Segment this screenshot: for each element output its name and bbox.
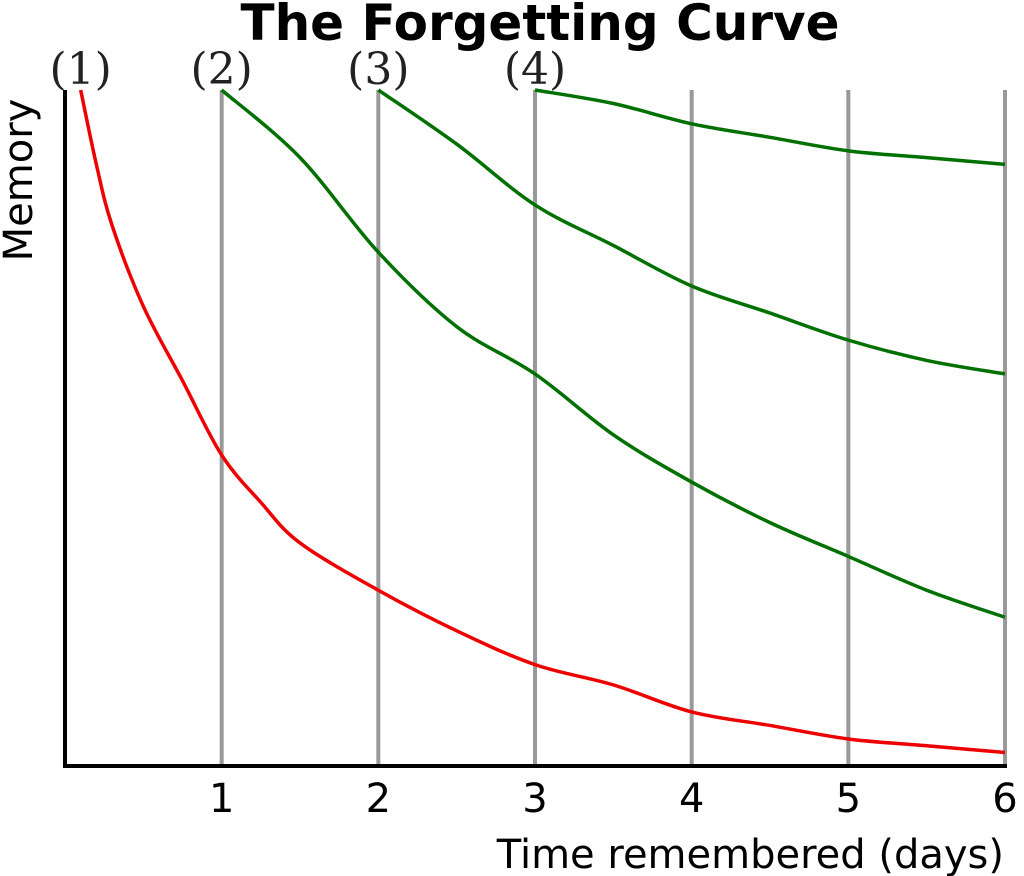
- x-tick-label-2: 2: [366, 776, 391, 822]
- review-marker-2: (2): [191, 44, 253, 95]
- review-marker-3: (3): [347, 44, 409, 95]
- review-markers: (1) (2) (3) (4): [50, 44, 567, 95]
- series-group: [78, 88, 1006, 755]
- x-tick-label-1: 1: [209, 776, 234, 822]
- y-axis-label: Memory: [0, 99, 42, 262]
- x-tick-label-5: 5: [836, 776, 861, 822]
- x-tick-labels: 1 2 3 4 5 6: [209, 776, 1018, 822]
- series-line-2: [220, 88, 1006, 619]
- series-line-1: [78, 89, 1006, 755]
- axes: [63, 90, 1007, 768]
- series-line-3: [377, 88, 1006, 376]
- x-tick-label-4: 4: [679, 776, 704, 822]
- x-tick-label-3: 3: [522, 776, 547, 822]
- review-marker-1: (1): [50, 44, 112, 95]
- series-line-4: [534, 88, 1006, 167]
- review-marker-4: (4): [504, 44, 566, 95]
- x-axis-label: Time remembered (days): [496, 832, 1004, 876]
- x-tick-label-6: 6: [992, 776, 1017, 822]
- grid-lines: [219, 90, 1007, 766]
- chart-title: The Forgetting Curve: [240, 0, 839, 52]
